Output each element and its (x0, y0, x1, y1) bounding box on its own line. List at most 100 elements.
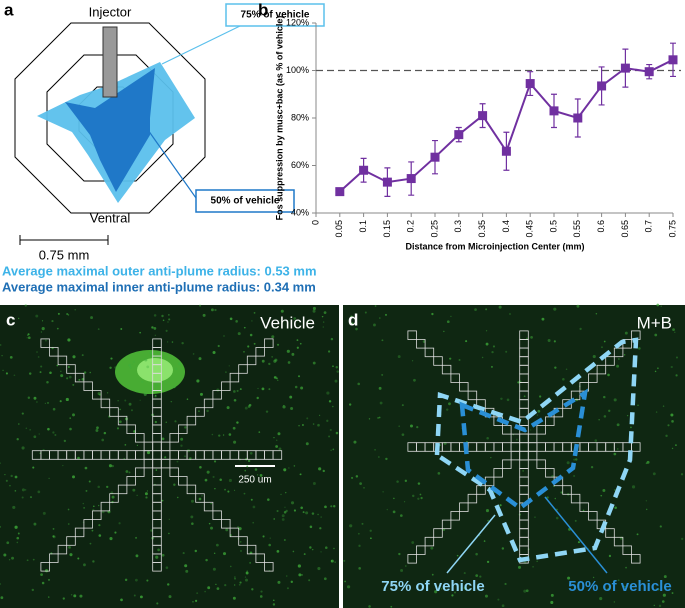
cell (56, 327, 59, 330)
cell (27, 333, 30, 336)
cell (13, 374, 16, 377)
cell (111, 464, 114, 468)
cell (33, 435, 37, 439)
cell (378, 416, 381, 419)
grid-square (450, 511, 460, 521)
cell (223, 335, 225, 337)
cell (253, 311, 256, 314)
panel-label: d (348, 310, 358, 329)
cell (485, 308, 488, 311)
cell (201, 495, 203, 497)
data-point (597, 81, 607, 91)
cell (307, 320, 310, 323)
cell (49, 371, 52, 374)
cell (136, 389, 139, 392)
grid-square (441, 519, 452, 530)
grid-square (109, 493, 119, 503)
cell (397, 355, 401, 359)
cell (353, 440, 357, 444)
cell (655, 411, 658, 413)
cell (256, 396, 259, 400)
cell (308, 579, 311, 582)
cell (31, 588, 35, 592)
cell (398, 552, 401, 556)
cell (662, 593, 666, 597)
grid-square (212, 510, 222, 520)
cell (273, 518, 276, 520)
cell (131, 363, 133, 365)
label-box (225, 3, 325, 27)
cell (174, 367, 178, 371)
cell (624, 585, 626, 588)
cell (225, 371, 227, 373)
cell (625, 566, 627, 569)
grid-square (416, 545, 426, 555)
cell (322, 326, 325, 328)
cell (150, 354, 153, 357)
cell (239, 388, 242, 391)
cell (144, 492, 148, 496)
cell (213, 552, 216, 554)
cell (234, 576, 236, 578)
cell (485, 330, 488, 332)
cell (199, 304, 202, 307)
cell (146, 490, 149, 492)
grid-square (229, 527, 240, 538)
cell (251, 588, 254, 591)
cell (0, 462, 1, 464)
cell (305, 442, 309, 446)
cell (411, 360, 414, 362)
x-tick-label: 0.35 (477, 220, 487, 238)
cell (334, 561, 336, 563)
cell (602, 488, 606, 492)
cell (139, 595, 143, 599)
cell (154, 395, 157, 398)
cell (517, 381, 520, 384)
cell (282, 405, 286, 409)
grid-square (74, 372, 85, 383)
grid-square (622, 545, 632, 555)
grid-square (613, 536, 624, 547)
cell (170, 400, 173, 403)
cell (214, 488, 216, 490)
grid-square (31, 450, 42, 460)
cell (446, 320, 450, 324)
cell (392, 510, 396, 514)
grid-square (49, 347, 59, 357)
label-box (195, 189, 295, 213)
cell (48, 477, 50, 480)
cell (320, 551, 322, 553)
cell (321, 315, 324, 318)
cell (40, 573, 43, 576)
cell (180, 444, 183, 447)
cell (47, 427, 50, 431)
leader (161, 25, 241, 65)
cell (289, 395, 293, 399)
cell (675, 374, 678, 377)
cell (300, 506, 303, 510)
cell (506, 398, 510, 402)
cell (199, 392, 203, 396)
cell (90, 316, 93, 320)
summary: Average maximal outer anti-plume radius:… (2, 263, 317, 278)
cell (335, 366, 338, 369)
cell (599, 597, 603, 601)
cell (65, 397, 69, 402)
cell (311, 512, 315, 515)
cell (194, 549, 198, 553)
cell (449, 357, 452, 360)
cell (144, 358, 148, 362)
grid-square (195, 493, 205, 503)
data-point (430, 152, 440, 162)
cell (262, 535, 265, 538)
cell (582, 509, 585, 512)
grid-square (424, 536, 435, 547)
grid-square (255, 347, 265, 357)
cell (253, 342, 256, 345)
cell (671, 592, 674, 594)
cell (68, 545, 71, 549)
cell (280, 493, 282, 496)
data-point (335, 187, 345, 197)
cell (212, 475, 215, 478)
